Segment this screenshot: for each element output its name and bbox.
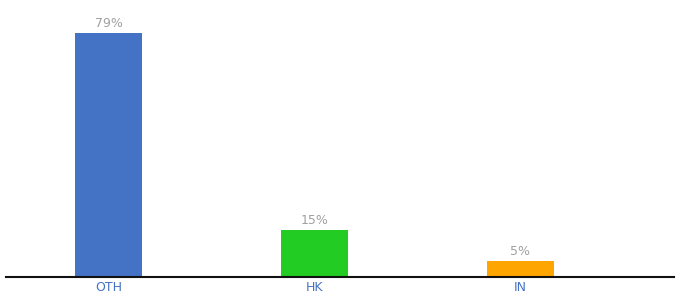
Text: 15%: 15% [301,214,328,227]
Text: 5%: 5% [510,245,530,258]
Bar [75,33,142,277]
Bar [281,230,347,277]
Text: 79%: 79% [95,17,122,30]
Bar [487,261,554,277]
